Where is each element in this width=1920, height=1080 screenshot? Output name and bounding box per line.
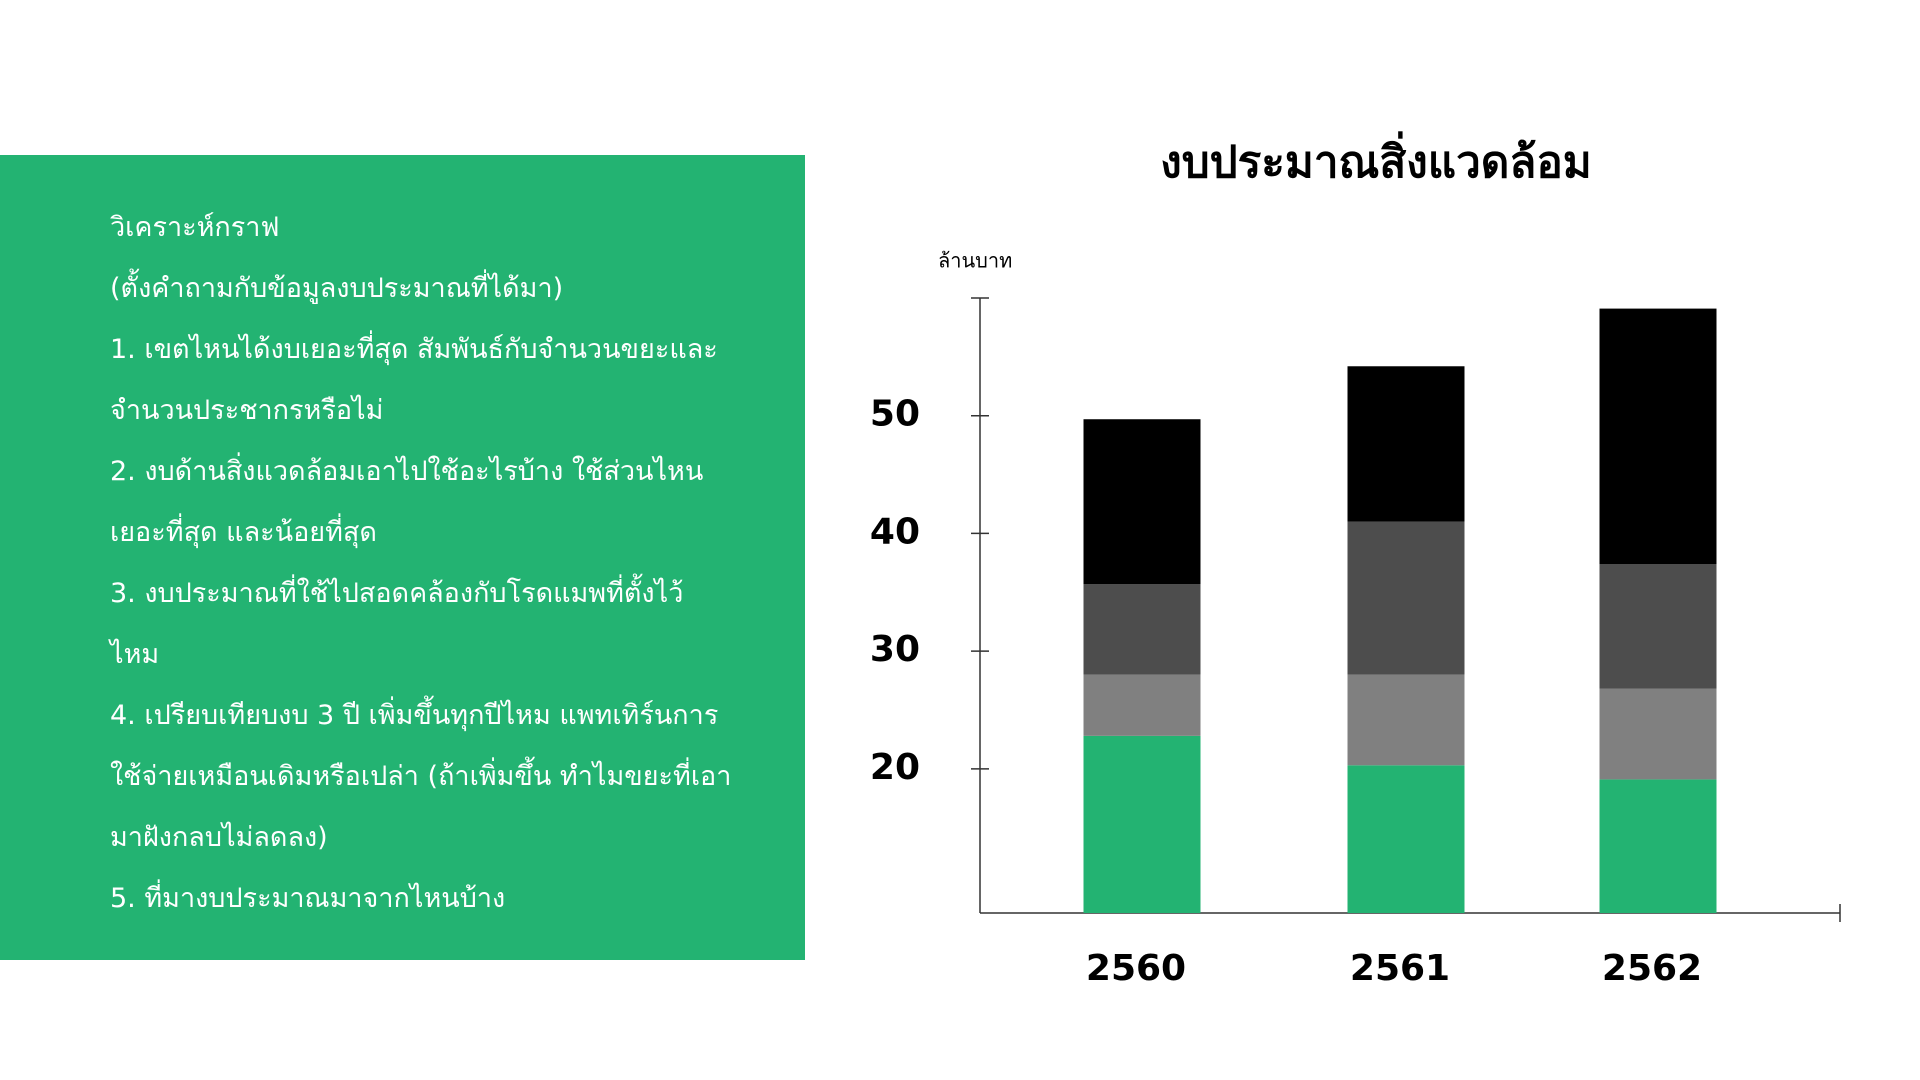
bar-segment <box>1599 564 1717 689</box>
panel-line: จำนวนประชากรหรือไม่ <box>110 395 384 426</box>
bar-segment <box>1083 735 1201 913</box>
panel-line: เยอะที่สุด และน้อยที่สุด <box>110 517 377 548</box>
bar-segment <box>1083 674 1201 736</box>
x-tick-label: 2560 <box>1086 948 1186 989</box>
y-tick-label: 30 <box>870 629 920 670</box>
bar-segment <box>1347 366 1465 522</box>
panel-line: 4. เปรียบเทียบงบ 3 ปี เพิ่มขึ้นทุกปีไหม … <box>110 700 719 731</box>
bar-segment <box>1599 308 1717 565</box>
bar-segment <box>1599 779 1717 913</box>
panel-line: 1. เขตไหนได้งบเยอะที่สุด สัมพันธ์กับจำนว… <box>110 334 718 365</box>
x-tick-label: 2562 <box>1602 948 1702 989</box>
panel-line: (ตั้งคำถามกับข้อมูลงบประมาณที่ได้มา) <box>110 273 564 304</box>
panel-line: วิเคราะห์กราฟ <box>110 212 280 243</box>
bar-segment <box>1347 765 1465 913</box>
panel-line: ไหม <box>110 639 160 670</box>
panel-line: ใช้จ่ายเหมือนเดิมหรือเปล่า (ถ้าเพิ่มขึ้น… <box>110 761 732 792</box>
panel-line: 2. งบด้านสิ่งแวดล้อมเอาไปใช้อะไรบ้าง ใช้… <box>110 456 704 487</box>
bar-segment <box>1347 521 1465 675</box>
y-axis-label: ล้านบาท <box>938 249 1012 273</box>
y-tick-label: 20 <box>870 747 920 788</box>
bar-segment <box>1347 674 1465 766</box>
chart-title: งบประมาณสิ่งแวดล้อม <box>1160 131 1592 188</box>
panel-line: มาฝังกลบไม่ลดลง) <box>110 822 328 853</box>
bar-segment <box>1083 584 1201 675</box>
y-tick-label: 40 <box>870 511 920 552</box>
x-tick-label: 2561 <box>1350 948 1450 989</box>
bar-segment <box>1083 419 1201 585</box>
panel-line: 3. งบประมาณที่ใช้ไปสอดคล้องกับโรดแมพที่ต… <box>110 578 684 609</box>
panel-line: 5. ที่มางบประมาณมาจากไหนบ้าง <box>110 883 506 914</box>
bar-segment <box>1599 688 1717 780</box>
y-tick-label: 50 <box>870 394 920 435</box>
text-panel: วิเคราะห์กราฟ (ตั้งคำถามกับข้อมูลงบประมาณ… <box>0 155 805 960</box>
